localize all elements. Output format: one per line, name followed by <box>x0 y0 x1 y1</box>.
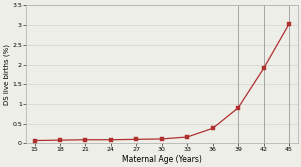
X-axis label: Maternal Age (Years): Maternal Age (Years) <box>122 154 202 163</box>
Y-axis label: DS live births (%): DS live births (%) <box>4 44 10 105</box>
